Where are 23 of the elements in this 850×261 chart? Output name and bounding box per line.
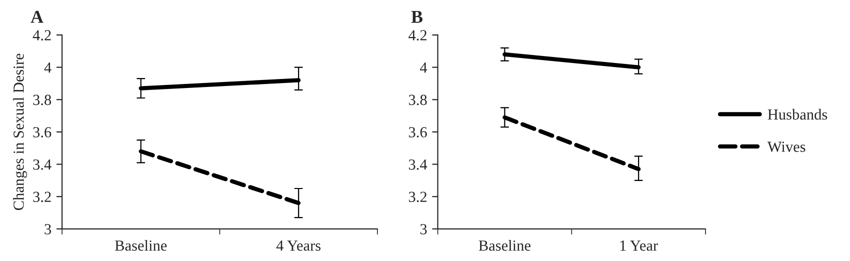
legend-label: Husbands	[768, 108, 828, 120]
y-tick-label: 3.2	[408, 192, 426, 202]
x-tick-label: 4 Years	[276, 240, 320, 251]
y-axis-title: Changes in Sexual Desire	[13, 54, 27, 210]
x-tick-label: Baseline	[115, 240, 167, 251]
chart-title: A	[30, 10, 44, 23]
y-tick-label: 3.6	[33, 127, 52, 138]
y-tick-label: 3	[420, 224, 427, 234]
legend-label: Wives	[767, 142, 806, 152]
y-tick-label: 3.8	[408, 94, 427, 106]
y-tick-label: 3.6	[408, 127, 427, 138]
y-tick-label: 3	[44, 224, 52, 234]
y-tick-label: 4	[44, 62, 52, 73]
x-tick-label: 1 Year	[620, 240, 658, 251]
y-tick-label: 3.4	[33, 159, 52, 170]
x-tick-label: Baseline	[478, 240, 530, 251]
y-tick-label: 4	[420, 62, 428, 73]
y-tick-label: 3.8	[33, 94, 52, 106]
chart-title: B	[411, 10, 423, 23]
y-tick-label: 4.2	[408, 30, 426, 40]
y-tick-label: 4.2	[32, 30, 51, 40]
y-tick-label: 3.4	[408, 159, 428, 170]
y-tick-label: 3.2	[33, 192, 51, 202]
